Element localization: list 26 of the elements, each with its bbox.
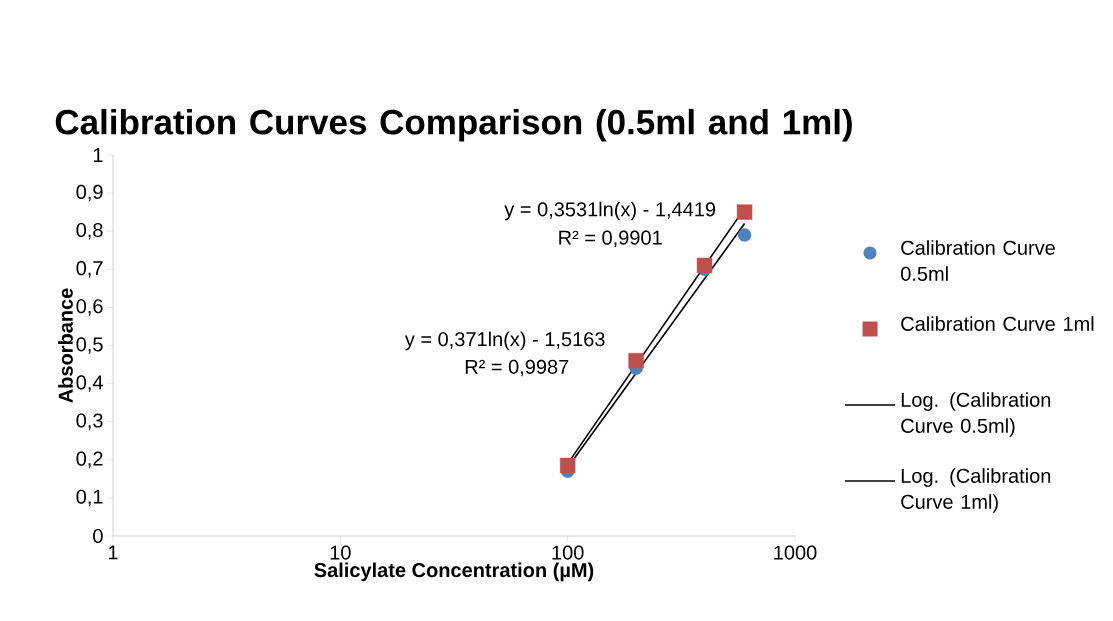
x-tick-label: 10 (330, 545, 351, 560)
x-tick-label: 1000 (774, 545, 817, 560)
y-tick-label: 1 (93, 148, 103, 162)
y-tick-label: 0,1 (76, 489, 103, 507)
y-tick-label: 0,8 (76, 222, 103, 240)
y-tick-label: 0,2 (76, 451, 103, 469)
legend-label: Log. (Calibration Curve 1ml) (901, 468, 1051, 513)
y-tick-label: 0,6 (76, 299, 103, 316)
x-axis-title: Salicylate Concentration (µM) (314, 562, 594, 582)
y-tick-label: 0,4 (76, 375, 103, 392)
y-tick-label: 0,9 (76, 184, 103, 202)
chart-title: Calibration Curves Comparison (0.5ml and 1ml) (55, 108, 852, 142)
y-tick-label: 0,7 (76, 261, 103, 278)
legend-label: Calibration Curve 0.5ml (900, 240, 1055, 281)
y-axis-title: Absorbance (58, 288, 73, 403)
annotation: R² = 0,9987 (465, 359, 569, 377)
annotation: y = 0,3531ln(x) - 1,4419 (504, 201, 716, 221)
y-tick-label: 0,3 (76, 413, 103, 430)
annotation: R² = 0,9901 (559, 230, 662, 248)
legend-label: Calibration Curve 1ml (901, 316, 1094, 331)
x-tick-label: 1 (108, 545, 118, 560)
y-tick-label: 0 (93, 528, 103, 544)
x-tick-label: 100 (552, 545, 584, 560)
legend-label: Log. (Calibration Curve 0.5ml) (901, 392, 1051, 437)
y-tick-label: 0,5 (76, 337, 103, 354)
annotation: y = 0,371ln(x) - 1,5163 (404, 331, 605, 351)
